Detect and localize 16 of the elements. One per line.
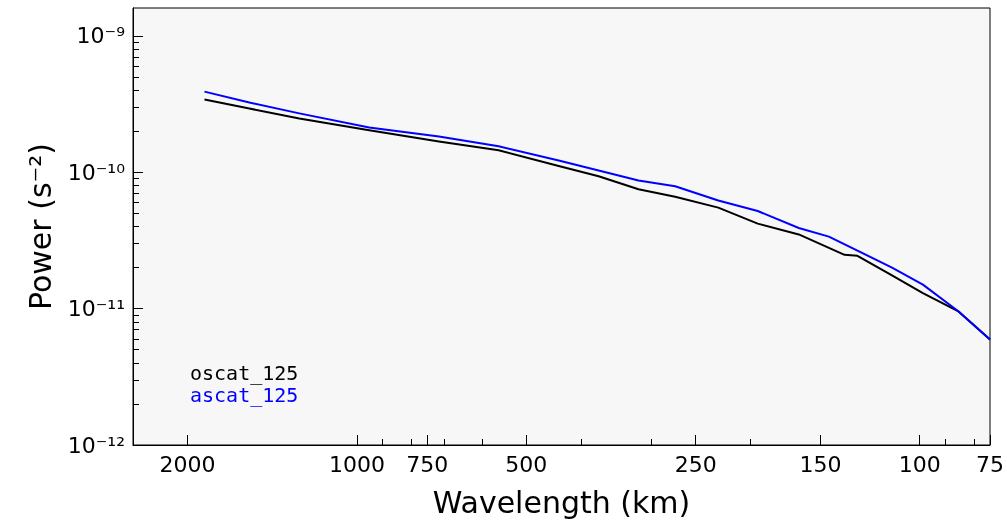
y-tick-label: 10⁻¹¹ [67,296,125,322]
x-axis-title: Wavelength (km) [432,484,691,520]
x-tick-label: 250 [674,451,717,477]
x-tick-label: 100 [898,451,941,477]
x-tick-label: 500 [505,451,548,477]
text: ascat_125 [190,383,299,407]
y-tick-label: 10⁻¹² [67,432,125,458]
x-tick-label: 1000 [328,451,385,477]
y-tick-label: 10⁻¹⁰ [67,159,126,185]
y-axis-title: Power (s⁻²) [22,142,58,311]
y-tick-label: 10⁻⁹ [76,23,125,49]
x-tick-label: 750 [406,451,449,477]
x-tick-label: 75 [976,451,1004,477]
x-tick-label: 2000 [159,451,216,477]
text: oscat_125 [190,361,299,385]
x-tick-label: 150 [799,451,842,477]
